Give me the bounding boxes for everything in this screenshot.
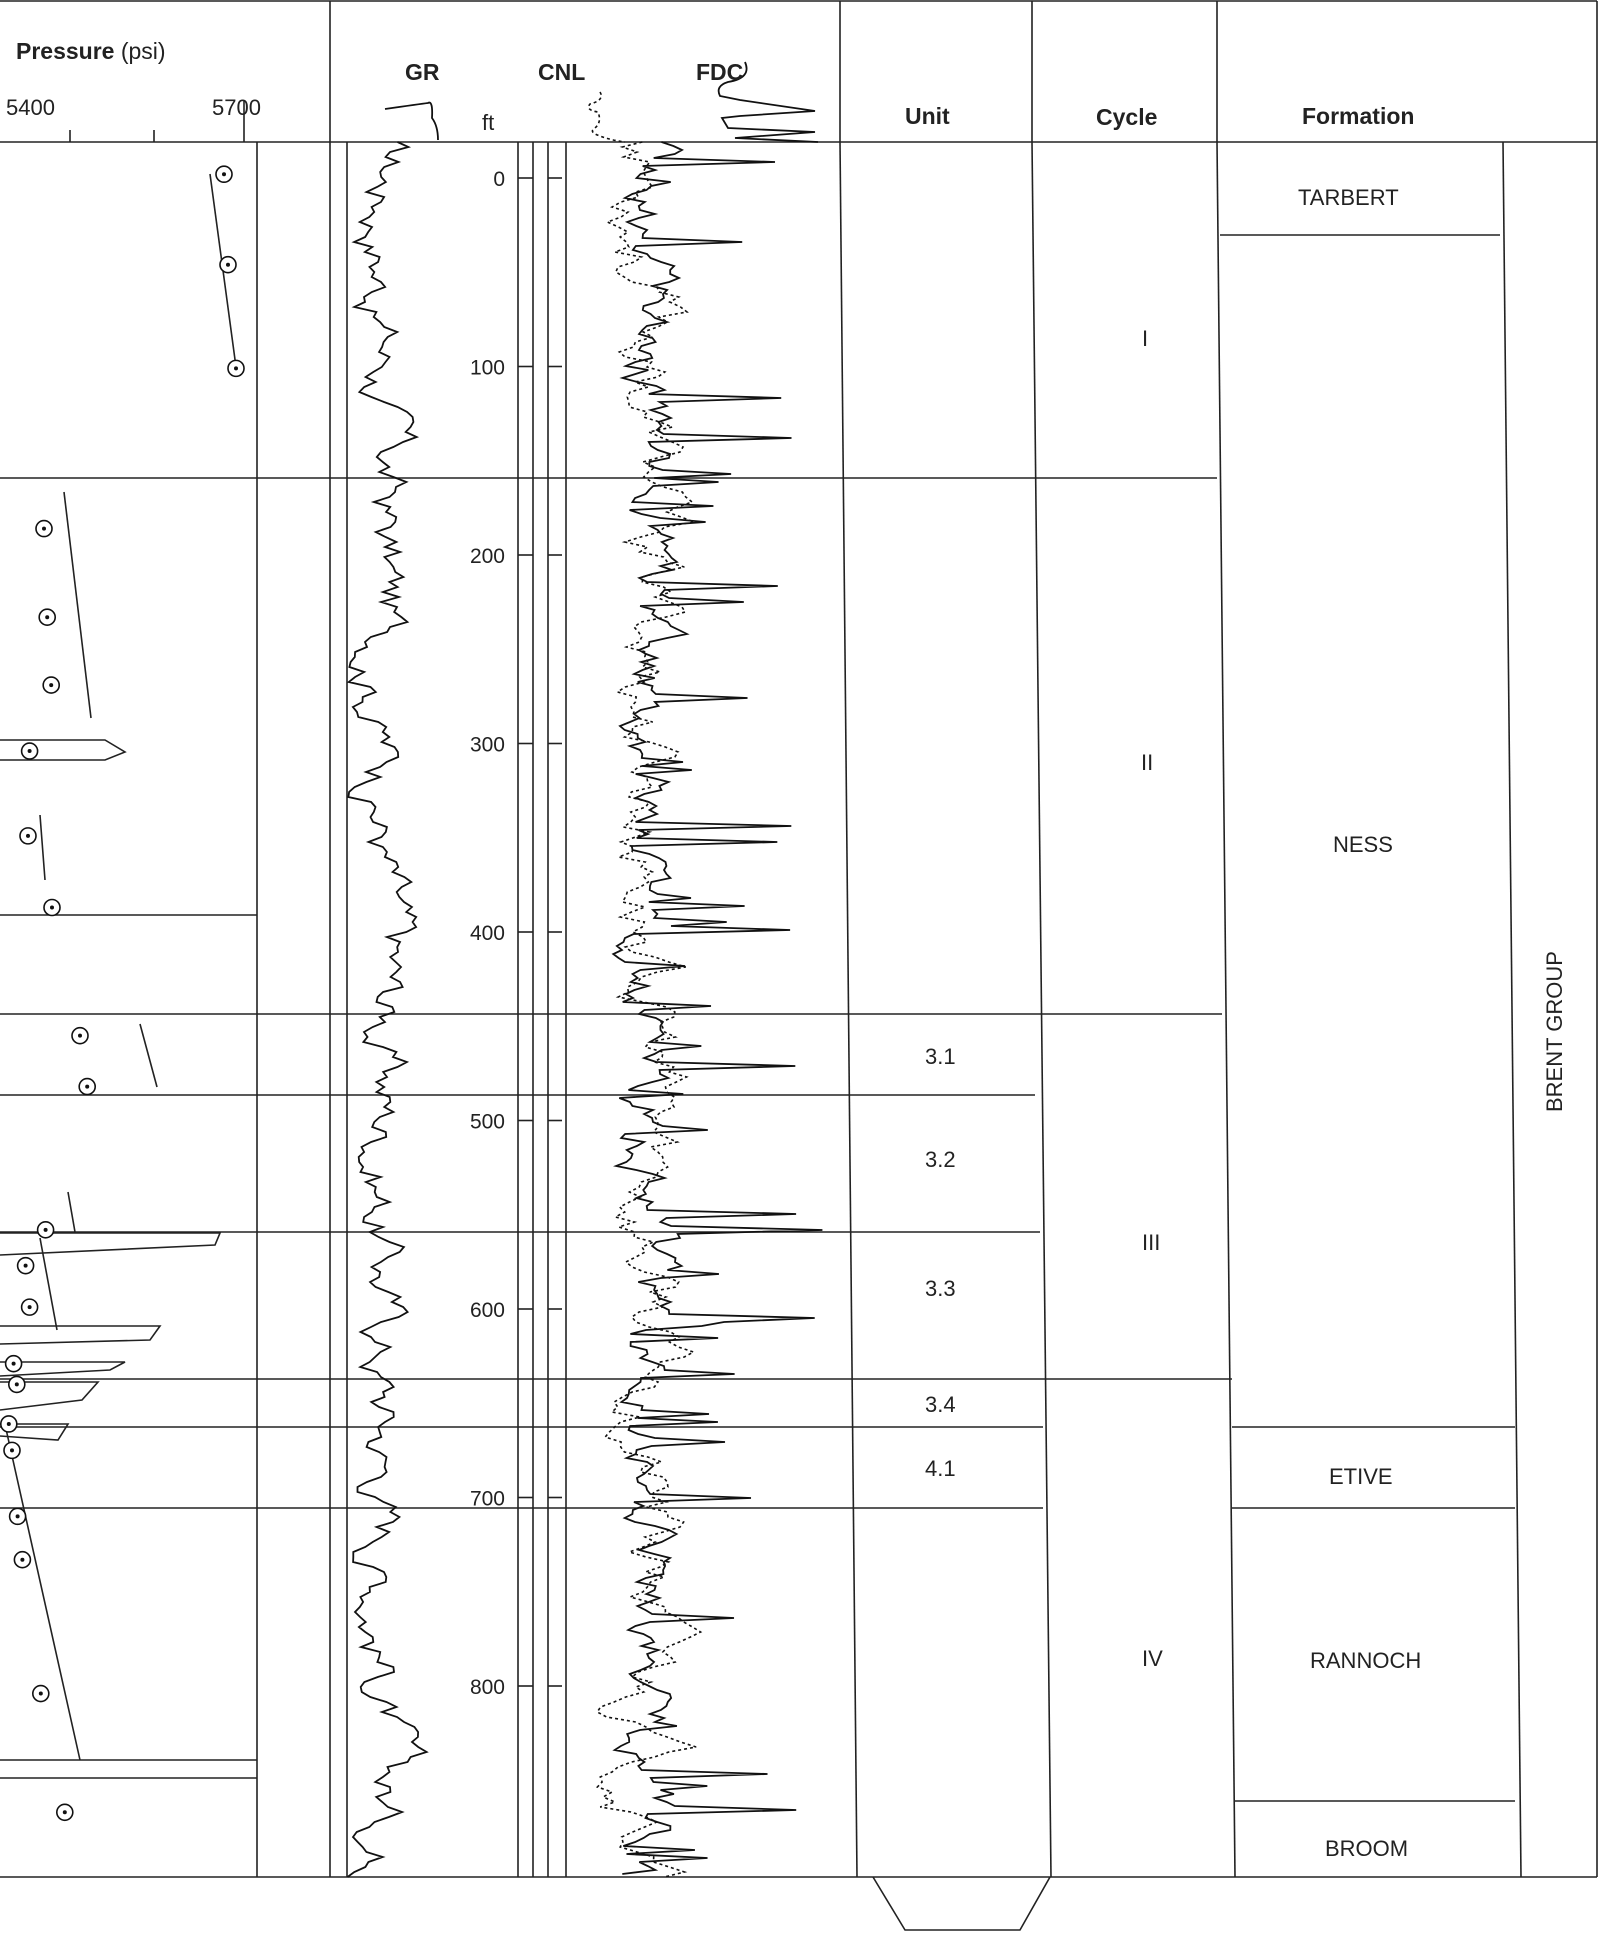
unit-label: 3.2	[925, 1147, 956, 1172]
pressure-point	[35, 519, 53, 538]
pressure-point	[38, 608, 57, 627]
depth-unit-label: ft	[482, 110, 494, 135]
cnl-curve	[595, 141, 703, 1878]
depth-tick-label: 800	[470, 1676, 505, 1699]
pressure-point	[4, 1354, 23, 1373]
pressure-spikes	[0, 739, 222, 1441]
depth-axis: 0 100 200 300 400 500 600 700 800	[470, 168, 562, 1699]
pressure-panel	[0, 100, 245, 1822]
pressure-point	[56, 1803, 74, 1822]
fdc-header: FDC	[696, 59, 743, 85]
pressure-point	[215, 165, 233, 184]
depth-tick-label: 0	[493, 168, 505, 191]
depth-tick-label: 400	[470, 922, 505, 945]
cycle-label: I	[1142, 326, 1148, 351]
pressure-point	[7, 1375, 26, 1394]
log-curves	[346, 141, 823, 1878]
pressure-point	[20, 1298, 39, 1316]
formation-header: Formation	[1302, 103, 1414, 129]
cnl-header: CNL	[538, 59, 585, 85]
column-lines	[0, 141, 1597, 1931]
pressure-point	[43, 898, 61, 917]
curve-header-glyphs	[384, 61, 819, 143]
gr-header-curve	[384, 101, 439, 141]
pressure-point	[0, 1415, 18, 1433]
pressure-point	[78, 1077, 96, 1096]
pressure-point	[227, 359, 245, 378]
cycle-header: Cycle	[1096, 104, 1157, 130]
header-frame	[0, 0, 1598, 1877]
formation-label: NESS	[1333, 832, 1393, 857]
pressure-point	[3, 1441, 21, 1460]
pressure-title: Pressure (psi)	[16, 38, 166, 64]
cycle-label: III	[1142, 1230, 1160, 1255]
fdc-curve	[611, 141, 823, 1875]
pressure-point	[71, 1026, 89, 1045]
cycle-label: IV	[1142, 1646, 1163, 1671]
pressure-points	[0, 165, 245, 1822]
depth-tick-label: 100	[470, 357, 505, 380]
unit-label: 4.1	[925, 1456, 956, 1481]
pressure-point	[31, 1684, 50, 1703]
pressure-point	[13, 1550, 32, 1569]
pressure-point	[19, 827, 37, 845]
pressure-point	[16, 1256, 35, 1275]
pressure-point	[20, 742, 39, 760]
unit-label: 3.4	[925, 1392, 956, 1417]
core-barrel-outline	[872, 1876, 1051, 1931]
cnl-header-curve	[587, 91, 626, 143]
unit-label: 3.1	[925, 1044, 956, 1069]
correlation-lines	[0, 234, 1515, 1802]
depth-tick-label: 200	[470, 545, 505, 568]
group-label: BRENT GROUP	[1542, 951, 1567, 1112]
pressure-gradients	[3, 173, 237, 1761]
gr-curve	[346, 141, 429, 1878]
cycle-label: II	[1141, 750, 1153, 775]
depth-tick-label: 600	[470, 1299, 505, 1322]
pressure-point	[8, 1507, 27, 1526]
pressure-point	[42, 676, 61, 694]
formation-label: RANNOCH	[1310, 1648, 1421, 1673]
pressure-point	[36, 1221, 55, 1239]
unit-label: 3.3	[925, 1276, 956, 1301]
pressure-max-label: 5700	[212, 95, 261, 120]
gr-header: GR	[405, 59, 440, 85]
formation-label: ETIVE	[1329, 1464, 1393, 1489]
pressure-point	[219, 255, 237, 274]
depth-tick-label: 700	[470, 1488, 505, 1511]
depth-tick-label: 300	[470, 734, 505, 757]
depth-tick-label: 500	[470, 1111, 505, 1134]
formation-label: TARBERT	[1298, 185, 1399, 210]
fdc-header-curve	[717, 61, 819, 143]
unit-header: Unit	[905, 103, 950, 129]
pressure-min-label: 5400	[6, 95, 55, 120]
formation-label: BROOM	[1325, 1836, 1408, 1861]
